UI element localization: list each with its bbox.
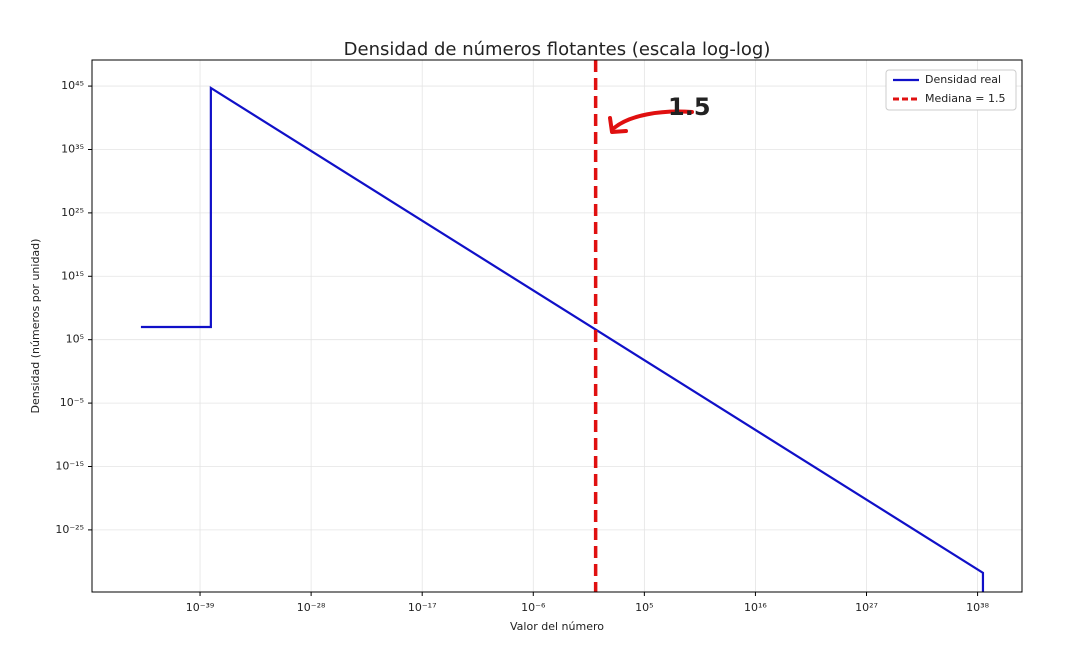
x-tick-label: 10²⁷ [855,601,878,614]
y-tick-label: 10⁴⁵ [61,79,84,92]
legend-label: Densidad real [925,73,1001,86]
x-tick-label: 10⁻²⁸ [297,601,326,614]
x-tick-label: 10⁻¹⁷ [408,601,437,614]
y-tick-label: 10¹⁵ [61,269,84,282]
x-axis-label: Valor del número [510,620,604,633]
y-axis-label: Densidad (números por unidad) [29,239,42,414]
data-line [140,86,985,592]
y-tick-label: 10⁵ [66,333,84,346]
y-tick-label: 10²⁵ [61,206,84,219]
chart-title: Densidad de números flotantes (escala lo… [344,39,771,60]
x-tick-label: 10¹⁶ [744,601,767,614]
y-tick-label: 10⁻¹⁵ [55,459,84,472]
annotation: 1.5 [668,93,711,121]
y-tick-label: 10³⁵ [61,142,84,155]
x-tick-label: 10⁻⁶ [521,601,546,614]
annotation-arrowhead [608,116,628,134]
x-tick-label: 10³⁸ [966,601,989,614]
annotation-arrow [612,109,694,130]
x-tick-label: 10⁵ [635,601,653,614]
plot [140,60,985,592]
axes-frame [91,59,1023,593]
x-tick-label: 10⁻³⁹ [186,601,215,614]
legend-label: Mediana = 1.5 [925,92,1005,105]
y-tick-label: 10⁻²⁵ [55,523,84,536]
y-tick-label: 10⁻⁵ [60,396,84,409]
grid [92,60,1022,592]
